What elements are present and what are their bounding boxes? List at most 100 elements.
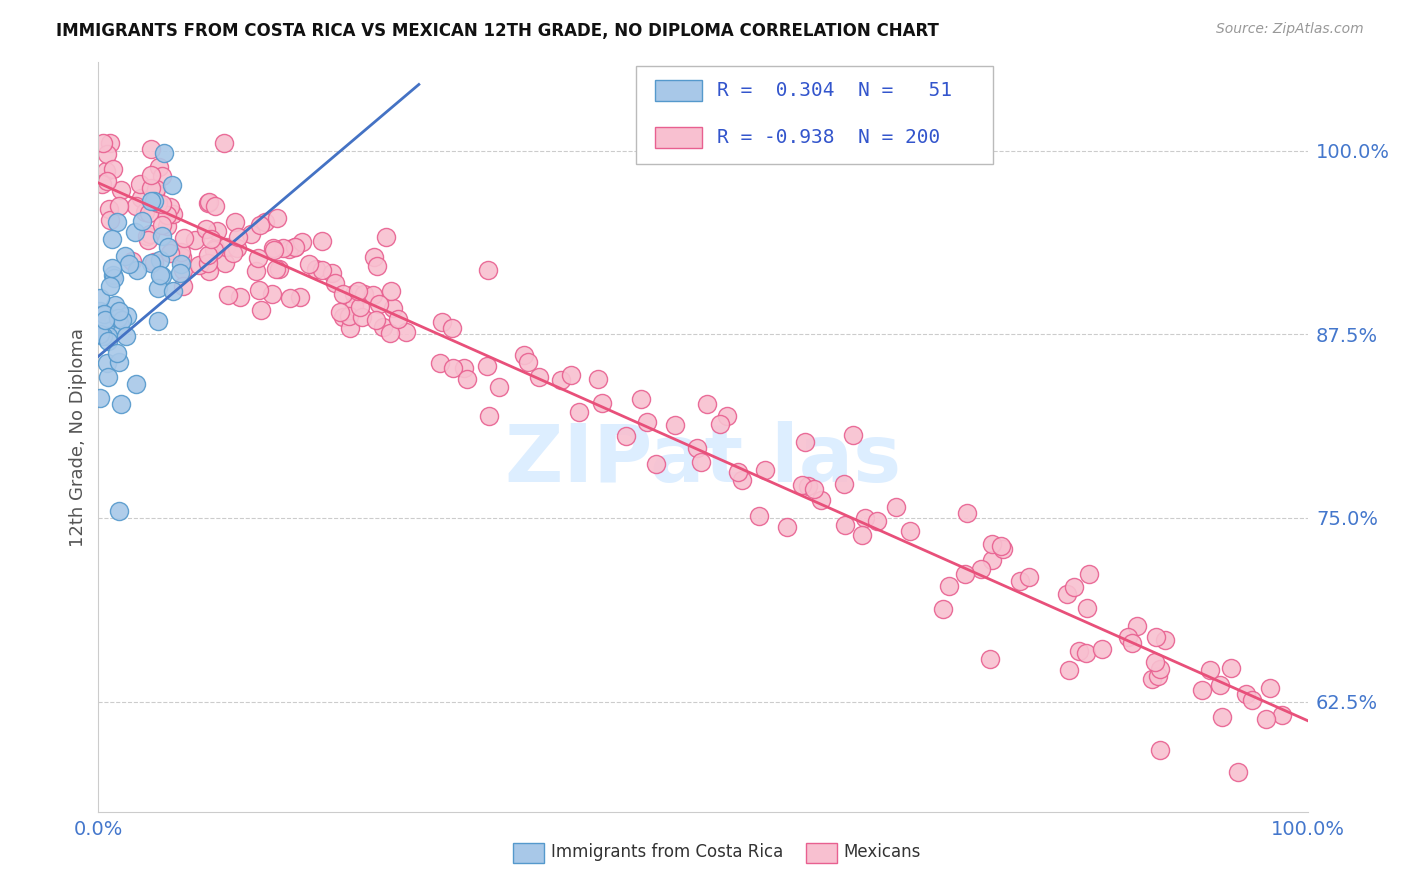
Point — [955, 566, 977, 581]
Point — [104, 298, 127, 312]
Point — [371, 320, 394, 334]
Point — [139, 227, 162, 241]
Point — [172, 263, 194, 277]
Point — [262, 286, 284, 301]
Point — [614, 429, 637, 443]
Point — [644, 457, 666, 471]
Point — [139, 181, 162, 195]
Point — [264, 261, 287, 276]
Point — [98, 213, 121, 227]
Point — [512, 348, 534, 362]
Point — [98, 279, 121, 293]
Point — [221, 246, 243, 260]
Point — [229, 290, 252, 304]
Point — [395, 325, 418, 339]
Point — [305, 262, 328, 277]
Point — [271, 241, 294, 255]
Point — [170, 245, 193, 260]
Point — [332, 287, 354, 301]
Point — [453, 361, 475, 376]
Point — [363, 288, 385, 302]
Point — [114, 249, 136, 263]
Text: R = -0.938  N = 200: R = -0.938 N = 200 — [717, 128, 939, 147]
Point — [367, 296, 389, 310]
Point — [202, 244, 225, 258]
Point — [797, 479, 820, 493]
Point — [664, 417, 686, 432]
Point — [1076, 601, 1098, 615]
Point — [1199, 663, 1222, 677]
Point — [125, 376, 148, 391]
Point — [267, 261, 290, 276]
Point — [172, 278, 194, 293]
Point — [1149, 662, 1171, 676]
Point — [754, 463, 776, 477]
Point — [110, 396, 132, 410]
Point — [239, 227, 262, 241]
Point — [363, 250, 385, 264]
Point — [1226, 765, 1249, 780]
FancyBboxPatch shape — [637, 66, 993, 163]
Point — [225, 241, 247, 255]
Point — [568, 405, 591, 419]
Point — [550, 373, 572, 387]
Point — [343, 287, 366, 301]
Point — [979, 652, 1001, 666]
Point — [217, 288, 239, 302]
Point — [686, 441, 709, 455]
Point — [278, 242, 301, 256]
Point — [1074, 646, 1097, 660]
Point — [91, 329, 114, 343]
Point — [366, 259, 388, 273]
Point — [380, 284, 402, 298]
Text: IMMIGRANTS FROM COSTA RICA VS MEXICAN 12TH GRADE, NO DIPLOMA CORRELATION CHART: IMMIGRANTS FROM COSTA RICA VS MEXICAN 12… — [56, 22, 939, 40]
Point — [101, 268, 124, 282]
Point — [1234, 687, 1257, 701]
Point — [226, 229, 249, 244]
Point — [1063, 580, 1085, 594]
Point — [1126, 619, 1149, 633]
Point — [114, 329, 136, 343]
Point — [121, 254, 143, 268]
Point — [169, 266, 191, 280]
Point — [254, 214, 277, 228]
Point — [150, 218, 173, 232]
Point — [1144, 631, 1167, 645]
Point — [138, 206, 160, 220]
Point — [981, 552, 1004, 566]
Point — [249, 302, 271, 317]
Point — [162, 243, 184, 257]
Point — [148, 314, 170, 328]
Point — [349, 300, 371, 314]
Point — [204, 199, 226, 213]
Point — [93, 308, 115, 322]
Point — [938, 579, 960, 593]
Point — [311, 262, 333, 277]
Point — [214, 240, 236, 254]
Point — [139, 142, 162, 156]
Point — [156, 208, 179, 222]
Point — [884, 500, 907, 515]
Point — [810, 492, 832, 507]
Point — [866, 514, 889, 528]
Point — [198, 264, 221, 278]
Point — [636, 415, 658, 429]
Point — [214, 255, 236, 269]
Point — [156, 239, 179, 253]
Point — [97, 329, 120, 343]
Point — [107, 311, 129, 326]
Point — [96, 164, 118, 178]
Point — [96, 174, 118, 188]
Point — [1057, 663, 1080, 677]
Point — [156, 219, 179, 233]
Point — [343, 299, 366, 313]
Point — [690, 455, 713, 469]
Point — [1077, 567, 1099, 582]
Point — [456, 372, 478, 386]
Point — [103, 271, 125, 285]
Point — [429, 356, 451, 370]
Point — [107, 346, 129, 360]
Point — [375, 230, 398, 244]
Point — [980, 537, 1002, 551]
Point — [146, 196, 169, 211]
